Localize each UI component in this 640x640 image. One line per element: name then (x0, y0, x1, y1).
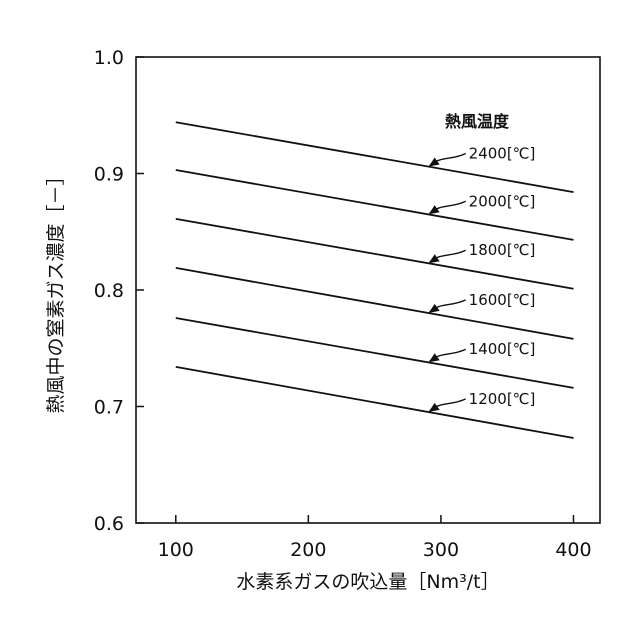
y-tick-label: 0.9 (94, 164, 124, 186)
arrowhead (429, 158, 440, 167)
arrowhead (429, 403, 440, 412)
series-label: 1800[℃] (469, 241, 536, 259)
y-tick-label: 0.8 (94, 280, 124, 302)
arrowhead (429, 304, 440, 313)
arrowhead (429, 353, 440, 362)
x-tick-label: 300 (423, 539, 459, 561)
y-tick-label: 0.6 (94, 513, 124, 535)
arrowhead (429, 205, 440, 214)
series-label: 2000[℃] (469, 192, 536, 210)
series-label: 1400[℃] (469, 340, 536, 358)
series-label: 1200[℃] (469, 390, 536, 408)
x-tick-label: 200 (290, 539, 326, 561)
series-label: 1600[℃] (469, 291, 536, 309)
arrowhead (429, 254, 440, 263)
x-tick-label: 100 (158, 539, 194, 561)
x-axis-title: 水素系ガスの吹込量［Nm³/t］ (236, 571, 499, 593)
y-tick-label: 0.7 (94, 397, 124, 419)
series-label: 2400[℃] (469, 145, 536, 163)
y-axis-title: 熱風中の窒素ガス濃度［－］ (45, 166, 67, 413)
y-tick-label: 1.0 (94, 47, 124, 69)
legend-title: 熱風温度 (445, 112, 510, 131)
x-tick-label: 400 (555, 539, 591, 561)
